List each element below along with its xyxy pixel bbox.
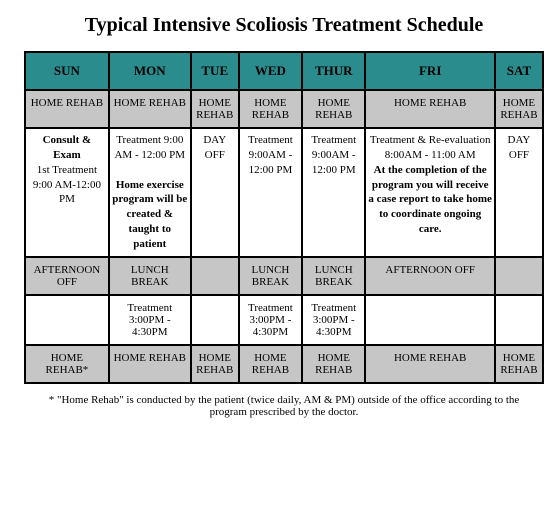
cell-rehab: HOME REHAB bbox=[302, 90, 365, 128]
cell-pm bbox=[495, 295, 543, 345]
cell-lunch: LUNCH BREAK bbox=[302, 257, 365, 295]
cell-rehab: HOME REHAB bbox=[25, 90, 109, 128]
cell-rehab: HOME REHAB* bbox=[25, 345, 109, 383]
fri-bold: At the completion of the program you wil… bbox=[368, 164, 492, 235]
cell-thu-morning: Treatment 9:00AM - 12:00 PM bbox=[302, 128, 365, 257]
lunch-row: AFTERNOON OFF LUNCH BREAK LUNCH BREAK LU… bbox=[25, 257, 543, 295]
day-header: SUN bbox=[25, 52, 109, 90]
cell-tue-morning: DAY OFF bbox=[191, 128, 239, 257]
day-header: MON bbox=[109, 52, 191, 90]
cell-wed-morning: Treatment 9:00AM - 12:00 PM bbox=[239, 128, 302, 257]
cell-rehab: HOME REHAB bbox=[495, 345, 543, 383]
page-title: Typical Intensive Scoliosis Treatment Sc… bbox=[10, 14, 548, 37]
cell-lunch bbox=[191, 257, 239, 295]
sun-rest: 1st Treatment 9:00 AM-12:00 PM bbox=[33, 164, 101, 206]
cell-rehab: HOME REHAB bbox=[191, 90, 239, 128]
cell-rehab: HOME REHAB bbox=[239, 90, 302, 128]
cell-lunch: LUNCH BREAK bbox=[239, 257, 302, 295]
cell-lunch: LUNCH BREAK bbox=[109, 257, 191, 295]
cell-rehab: HOME REHAB bbox=[109, 90, 191, 128]
morning-row: Consult & Exam 1st Treatment 9:00 AM-12:… bbox=[25, 128, 543, 257]
rehab-bottom-row: HOME REHAB* HOME REHAB HOME REHAB HOME R… bbox=[25, 345, 543, 383]
cell-rehab: HOME REHAB bbox=[109, 345, 191, 383]
afternoon-row: Treatment 3:00PM - 4:30PM Treatment 3:00… bbox=[25, 295, 543, 345]
cell-rehab: HOME REHAB bbox=[302, 345, 365, 383]
cell-pm bbox=[365, 295, 495, 345]
sun-bold: Consult & Exam bbox=[43, 134, 92, 161]
day-header: WED bbox=[239, 52, 302, 90]
day-header: FRI bbox=[365, 52, 495, 90]
cell-rehab: HOME REHAB bbox=[495, 90, 543, 128]
fri-time: Treatment & Re-evaluation 8:00AM - 11:00… bbox=[370, 134, 491, 161]
cell-fri-morning: Treatment & Re-evaluation 8:00AM - 11:00… bbox=[365, 128, 495, 257]
cell-pm: Treatment 3:00PM - 4:30PM bbox=[302, 295, 365, 345]
header-row: SUN MON TUE WED THUR FRI SAT bbox=[25, 52, 543, 90]
cell-lunch bbox=[495, 257, 543, 295]
schedule-table: SUN MON TUE WED THUR FRI SAT HOME REHAB … bbox=[24, 51, 544, 384]
cell-pm: Treatment 3:00PM - 4:30PM bbox=[239, 295, 302, 345]
day-header: TUE bbox=[191, 52, 239, 90]
cell-rehab: HOME REHAB bbox=[365, 90, 495, 128]
rehab-top-row: HOME REHAB HOME REHAB HOME REHAB HOME RE… bbox=[25, 90, 543, 128]
cell-rehab: HOME REHAB bbox=[191, 345, 239, 383]
cell-lunch: AFTERNOON OFF bbox=[25, 257, 109, 295]
mon-time: Treatment 9:00 AM - 12:00 PM bbox=[114, 134, 185, 161]
cell-rehab: HOME REHAB bbox=[239, 345, 302, 383]
cell-pm bbox=[25, 295, 109, 345]
cell-pm: Treatment 3:00PM - 4:30PM bbox=[109, 295, 191, 345]
cell-pm bbox=[191, 295, 239, 345]
mon-bold: Home exercise program will be created & … bbox=[112, 179, 187, 250]
cell-sat-morning: DAY OFF bbox=[495, 128, 543, 257]
cell-lunch: AFTERNOON OFF bbox=[365, 257, 495, 295]
day-header: SAT bbox=[495, 52, 543, 90]
footnote: * "Home Rehab" is conducted by the patie… bbox=[44, 394, 524, 418]
cell-rehab: HOME REHAB bbox=[365, 345, 495, 383]
day-header: THUR bbox=[302, 52, 365, 90]
cell-sun-morning: Consult & Exam 1st Treatment 9:00 AM-12:… bbox=[25, 128, 109, 257]
cell-mon-morning: Treatment 9:00 AM - 12:00 PM Home exerci… bbox=[109, 128, 191, 257]
